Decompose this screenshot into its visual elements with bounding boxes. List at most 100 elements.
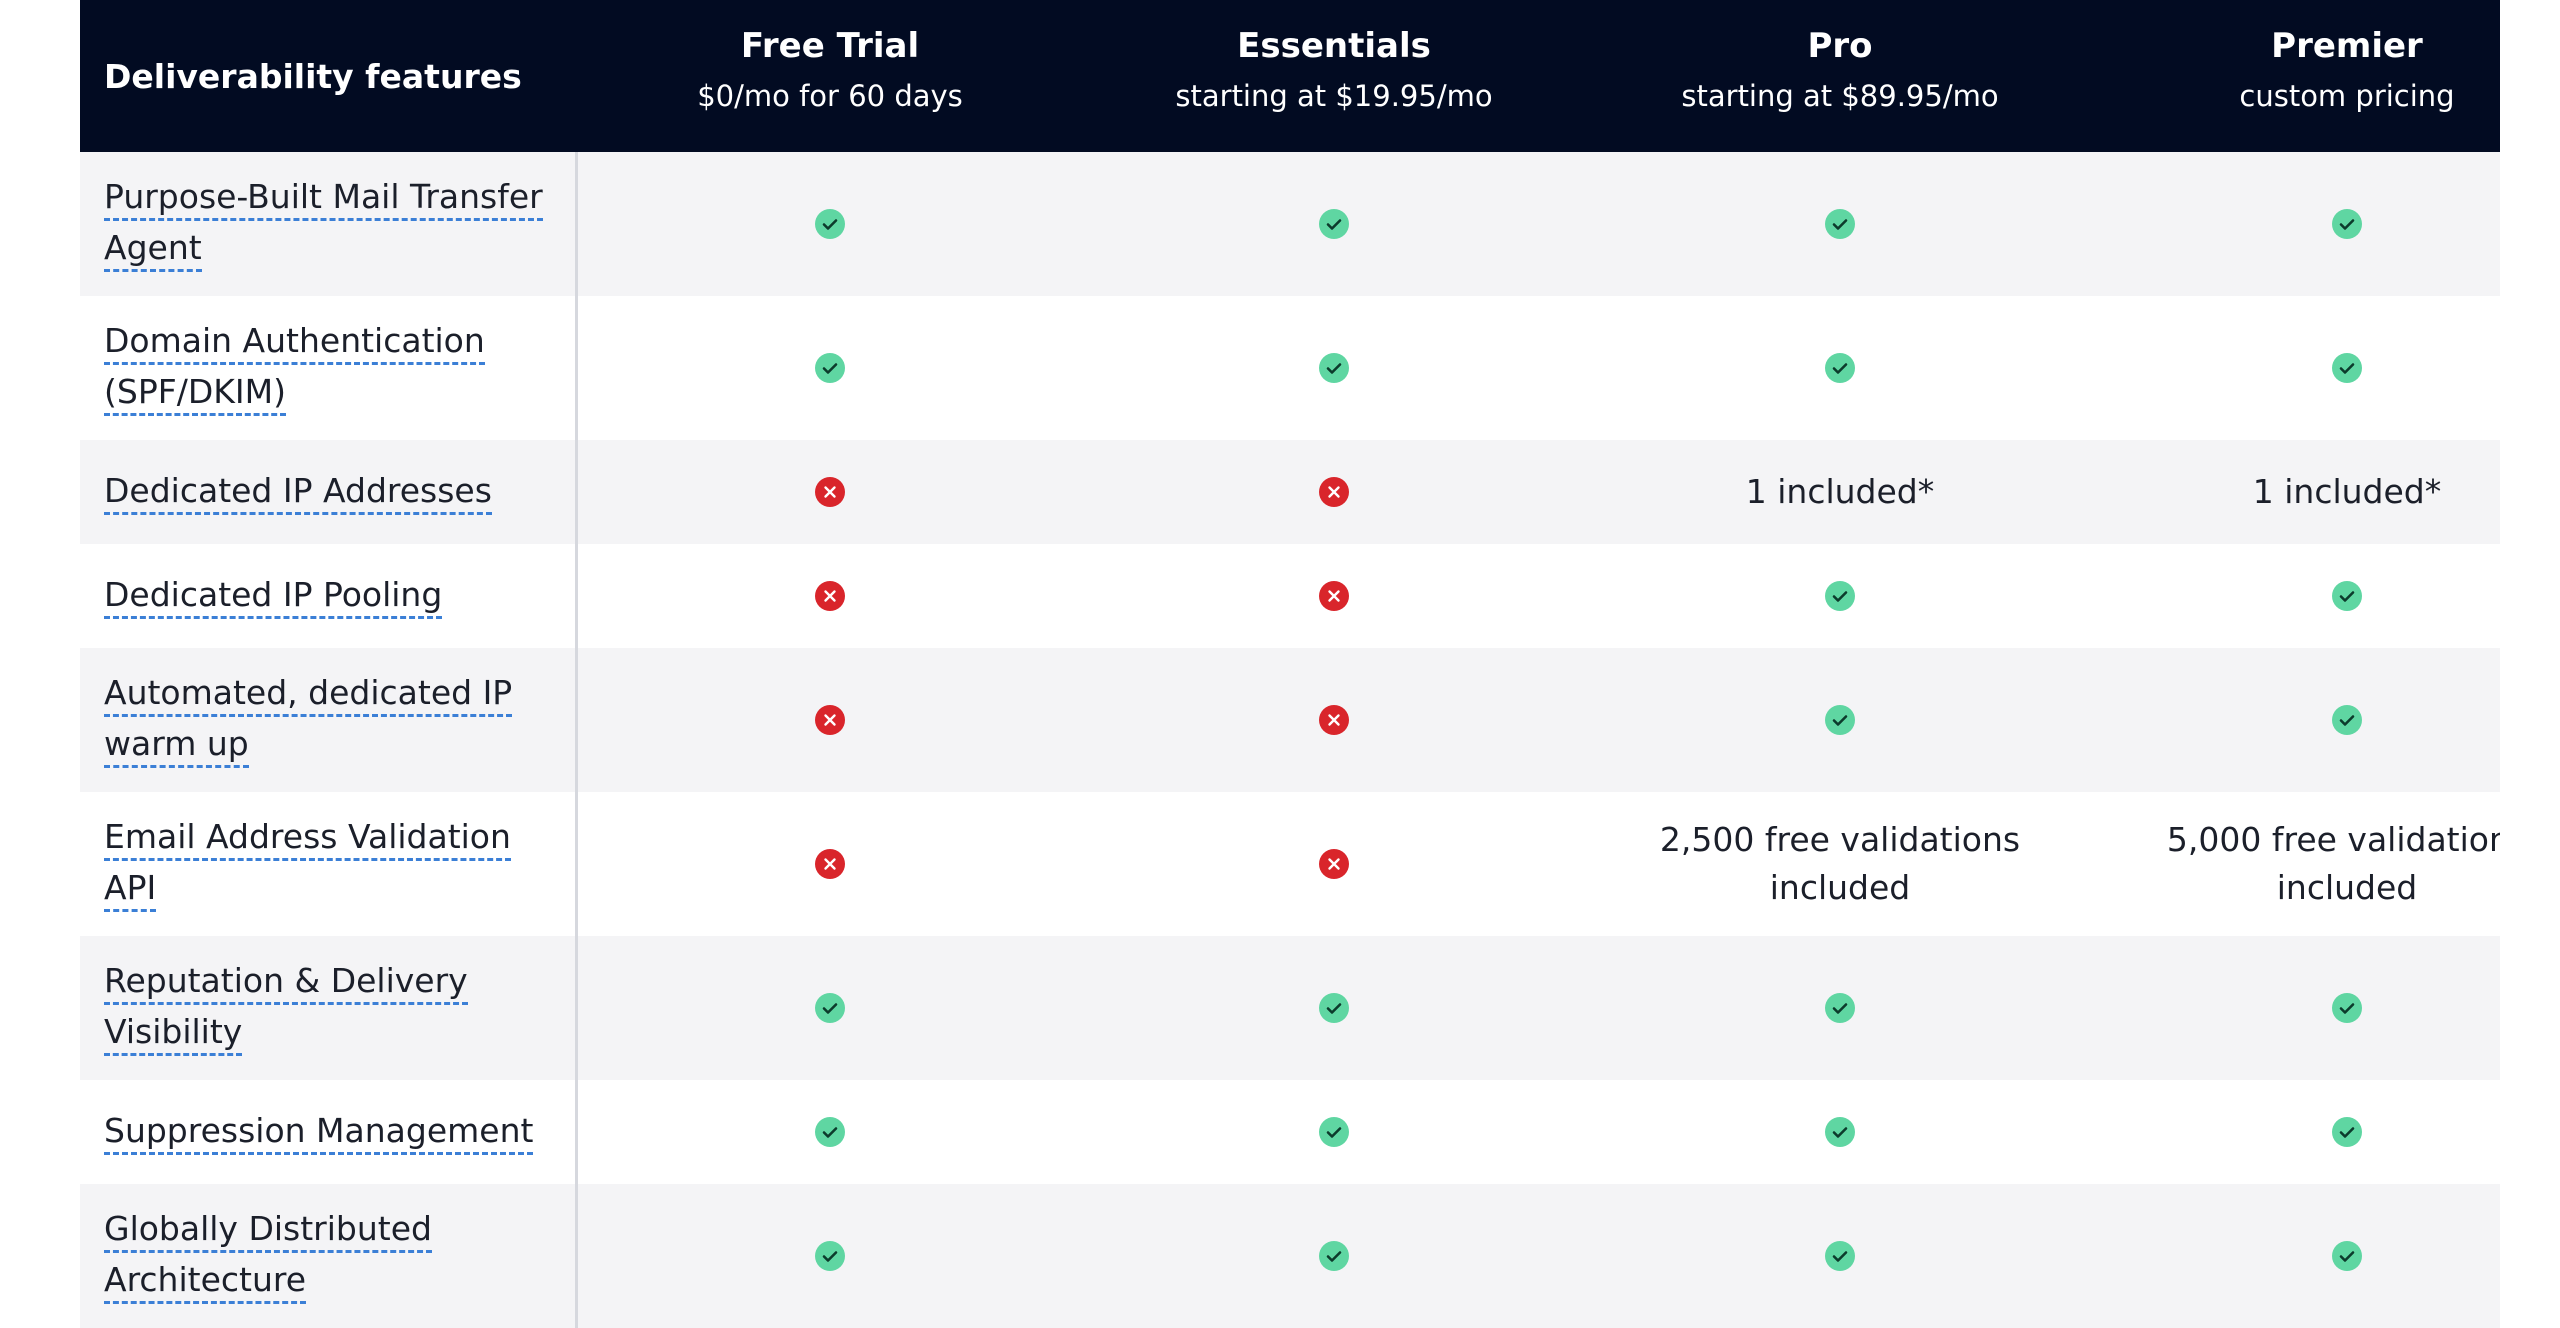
feature-label-line: Suppression Management	[104, 1110, 534, 1155]
feature-row: Dedicated IP Pooling	[80, 544, 2500, 648]
check-icon	[1825, 353, 1855, 383]
check-icon	[2332, 705, 2362, 735]
plan-name: Pro	[1807, 26, 1873, 66]
cell-text: 1 included*	[2252, 472, 2442, 511]
check-icon	[1825, 705, 1855, 735]
plan-cell: 1 included*	[1590, 440, 2090, 544]
feature-label-line: Dedicated IP Addresses	[104, 470, 492, 515]
feature-row: Automated, dedicated IP warm up	[80, 648, 2500, 792]
feature-label: Dedicated IP Addresses	[104, 440, 492, 544]
plan-cell	[1590, 544, 2090, 648]
feature-label-line: Email Address Validation	[104, 816, 511, 861]
check-icon	[2332, 1241, 2362, 1271]
plan-cell	[580, 440, 1080, 544]
check-icon	[1319, 993, 1349, 1023]
plan-cell	[580, 1080, 1080, 1184]
feature-label-line: Agent	[104, 227, 202, 272]
plan-cell	[580, 544, 1080, 648]
cross-icon	[1319, 477, 1349, 507]
cross-icon	[815, 849, 845, 879]
feature-label: Email Address Validation API	[104, 792, 511, 936]
check-icon	[1825, 993, 1855, 1023]
plan-name: Free Trial	[740, 26, 920, 66]
check-icon	[815, 1241, 845, 1271]
feature-label-line: Automated, dedicated IP	[104, 672, 513, 717]
plan-cell	[580, 792, 1080, 936]
cross-icon	[815, 705, 845, 735]
plan-cell	[1590, 296, 2090, 440]
plan-cell	[580, 296, 1080, 440]
plan-cell	[580, 152, 1080, 296]
plan-cell	[580, 936, 1080, 1080]
check-icon	[1319, 353, 1349, 383]
check-icon	[2332, 209, 2362, 239]
plan-header: Premier custom pricing	[2097, 22, 2500, 122]
feature-row: Reputation & Delivery Visibility	[80, 936, 2500, 1080]
check-icon	[1319, 1241, 1349, 1271]
feature-label-line: Visibility	[104, 1011, 243, 1056]
plan-name: Premier	[2271, 26, 2423, 66]
feature-label-line: Globally Distributed	[104, 1208, 432, 1253]
plan-cell	[2097, 1080, 2500, 1184]
plan-cell	[1084, 152, 1584, 296]
check-icon	[1825, 581, 1855, 611]
feature-label-line: (SPF/DKIM)	[104, 371, 286, 416]
plan-cell	[1084, 544, 1584, 648]
plan-header: Pro starting at $89.95/mo	[1590, 22, 2090, 122]
plan-name: Essentials	[1237, 26, 1431, 66]
cell-text: 1 included*	[1745, 472, 1935, 511]
feature-label-line: warm up	[104, 723, 249, 768]
check-icon	[2332, 353, 2362, 383]
feature-row: Domain Authentication (SPF/DKIM)	[80, 296, 2500, 440]
feature-label: Purpose-Built Mail Transfer Agent	[104, 152, 543, 296]
feature-label: Domain Authentication (SPF/DKIM)	[104, 296, 485, 440]
plan-cell	[1084, 792, 1584, 936]
plan-cell	[1084, 296, 1584, 440]
cross-icon	[1319, 581, 1349, 611]
cell-text: included	[1769, 868, 1911, 907]
plan-cell: 5,000 free validations included	[2097, 792, 2500, 936]
plan-cell	[1084, 648, 1584, 792]
feature-row: Suppression Management	[80, 1080, 2500, 1184]
plan-cell	[2097, 648, 2500, 792]
cross-icon	[815, 477, 845, 507]
check-icon	[1319, 1117, 1349, 1147]
plan-cell	[1084, 440, 1584, 544]
plan-cell	[2097, 152, 2500, 296]
feature-label-line: Purpose-Built Mail Transfer	[104, 176, 543, 221]
header-title: Deliverability features	[104, 56, 522, 96]
pricing-table: Deliverability features Free Trial $0/mo …	[80, 0, 2500, 1328]
plan-cell	[1590, 936, 2090, 1080]
cell-text: 5,000 free validations	[2166, 820, 2500, 859]
plan-cell	[580, 1184, 1080, 1328]
plan-cell	[2097, 936, 2500, 1080]
feature-label-line: Architecture	[104, 1259, 307, 1304]
check-icon	[815, 209, 845, 239]
plan-cell	[2097, 1184, 2500, 1328]
check-icon	[2332, 581, 2362, 611]
check-icon	[815, 993, 845, 1023]
check-icon	[1825, 1241, 1855, 1271]
cross-icon	[1319, 705, 1349, 735]
plan-cell	[1084, 1080, 1584, 1184]
plan-cell	[1590, 648, 2090, 792]
plan-cell	[580, 648, 1080, 792]
check-icon	[2332, 993, 2362, 1023]
feature-label: Suppression Management	[104, 1080, 534, 1184]
plan-cell: 2,500 free validations included	[1590, 792, 2090, 936]
check-icon	[1825, 1117, 1855, 1147]
feature-label-line: Dedicated IP Pooling	[104, 574, 443, 619]
feature-label-line: API	[104, 867, 157, 912]
plan-price: starting at $19.95/mo	[1175, 79, 1493, 113]
check-icon	[815, 1117, 845, 1147]
plan-cell	[1590, 1184, 2090, 1328]
check-icon	[1319, 209, 1349, 239]
cell-text: 2,500 free validations	[1659, 820, 2021, 859]
check-icon	[2332, 1117, 2362, 1147]
plan-price: custom pricing	[2239, 79, 2455, 113]
table-header: Deliverability features Free Trial $0/mo …	[80, 0, 2500, 152]
feature-row: Email Address Validation API 2,500 free va…	[80, 792, 2500, 936]
cell-text: included	[2276, 868, 2418, 907]
plan-cell	[1590, 1080, 2090, 1184]
